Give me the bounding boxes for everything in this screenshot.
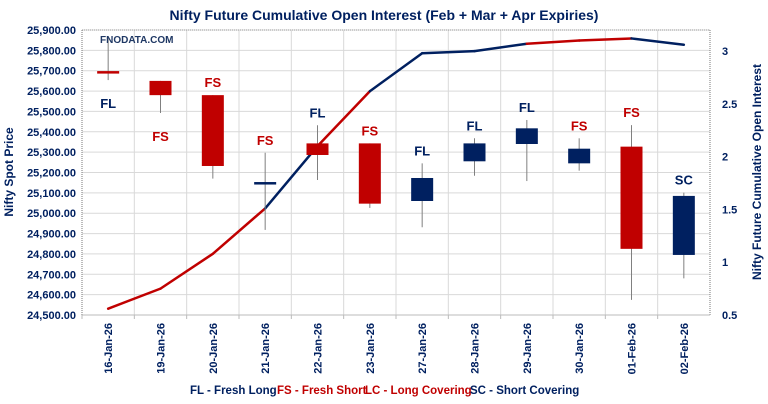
x-axis: 16-Jan-26 19-Jan-26 20-Jan-26 21-Jan-26 22-J… — [81, 315, 691, 374]
right-tick-label: 1.5 — [722, 204, 737, 216]
candle-body — [411, 177, 434, 201]
candles: FL FS FS FS FL FS FL FL FL FS FS SC — [97, 38, 695, 300]
candle-signal-label: FS — [152, 129, 169, 144]
left-tick-label: 25,900.00 — [27, 25, 76, 37]
candle-signal-label: FL — [467, 118, 483, 133]
candle-signal-label: FS — [571, 118, 588, 133]
candle-signal-label: FL — [100, 96, 116, 111]
chart-title: Nifty Future Cumulative Open Interest (F… — [170, 7, 599, 23]
x-tick-label: 02-Feb-26 — [679, 323, 691, 374]
candle-body — [149, 80, 172, 96]
oi-line-segment — [577, 37, 633, 42]
candle-body — [254, 182, 277, 185]
x-tick-label: 16-Jan-26 — [103, 323, 115, 374]
oi-line-segment — [473, 42, 529, 53]
left-tick-label: 25,100.00 — [27, 188, 76, 200]
candle-signal-label: FL — [310, 105, 326, 120]
open-interest-line — [106, 37, 686, 310]
right-tick-label: 1 — [722, 257, 728, 269]
legend-item: FS - Fresh Short — [277, 385, 367, 397]
candle-signal-label: FS — [362, 123, 379, 138]
candle-signal-label: SC — [675, 173, 694, 188]
oi-line-segment — [420, 49, 476, 55]
candle-signal-label: FL — [414, 143, 430, 158]
candle-body — [515, 128, 538, 144]
oi-line-segment — [525, 39, 581, 45]
oi-line-segment — [159, 252, 215, 290]
oi-line-segment — [316, 89, 372, 148]
right-axis: 0.5 1 1.5 2 2.5 3 — [722, 46, 737, 322]
x-tick-label: 27-Jan-26 — [417, 323, 429, 374]
x-tick-label: 28-Jan-26 — [470, 323, 482, 374]
x-tick-label: 29-Jan-26 — [522, 323, 534, 374]
x-tick-label: 01-Feb-26 — [627, 323, 639, 374]
x-tick-label: 30-Jan-26 — [574, 323, 586, 374]
right-tick-label: 0.5 — [722, 310, 737, 322]
oi-line-segment — [630, 37, 686, 47]
left-tick-label: 24,900.00 — [27, 229, 76, 241]
candle-body — [201, 95, 224, 166]
left-tick-label: 24,600.00 — [27, 290, 76, 302]
oi-line-segment — [263, 144, 319, 210]
candle-body — [620, 146, 643, 249]
x-tick-label: 23-Jan-26 — [365, 323, 377, 374]
candle-signal-label: FS — [623, 105, 640, 120]
candle-signal-label: FS — [205, 75, 222, 90]
left-tick-label: 24,700.00 — [27, 269, 76, 281]
right-tick-label: 3 — [722, 46, 728, 58]
left-tick-label: 24,500.00 — [27, 310, 76, 322]
candle-body — [97, 71, 120, 74]
left-axis: 24,500.00 24,600.00 24,700.00 24,800.00 24,9… — [27, 25, 76, 322]
legend-item: FL - Fresh Long — [190, 385, 277, 397]
left-tick-label: 25,600.00 — [27, 86, 76, 98]
left-tick-label: 25,300.00 — [27, 147, 76, 159]
legend-item: SC - Short Covering — [470, 385, 579, 397]
candle-body — [568, 148, 591, 164]
left-tick-label: 25,800.00 — [27, 45, 76, 57]
left-axis-title: Nifty Spot Price — [2, 127, 16, 217]
x-tick-label: 22-Jan-26 — [313, 323, 325, 374]
legend-item: LC - Long Covering — [365, 385, 472, 397]
oi-line-segment — [211, 207, 267, 256]
candle-signal-label: FL — [519, 100, 535, 115]
right-tick-label: 2 — [722, 152, 728, 164]
left-tick-label: 25,000.00 — [27, 208, 76, 220]
left-tick-label: 25,700.00 — [27, 66, 76, 78]
watermark: FNODATA.COM — [100, 35, 174, 46]
candle-signal-label: FS — [257, 133, 274, 148]
left-tick-label: 25,200.00 — [27, 168, 76, 180]
oi-line-segment — [106, 287, 162, 310]
right-tick-label: 2.5 — [722, 99, 737, 111]
candle-body — [306, 143, 329, 155]
oi-line-segment — [368, 51, 424, 93]
x-tick-label: 21-Jan-26 — [260, 323, 272, 374]
candle-body — [358, 143, 381, 204]
right-axis-title: Nifty Future Cumulative Open Interest — [750, 64, 764, 280]
left-tick-label: 25,400.00 — [27, 127, 76, 139]
x-tick-label: 20-Jan-26 — [208, 323, 220, 374]
left-tick-label: 24,800.00 — [27, 249, 76, 261]
candle-body — [463, 143, 486, 162]
x-tick-label: 19-Jan-26 — [156, 323, 168, 374]
candle-body — [672, 195, 695, 255]
left-tick-label: 25,500.00 — [27, 106, 76, 118]
